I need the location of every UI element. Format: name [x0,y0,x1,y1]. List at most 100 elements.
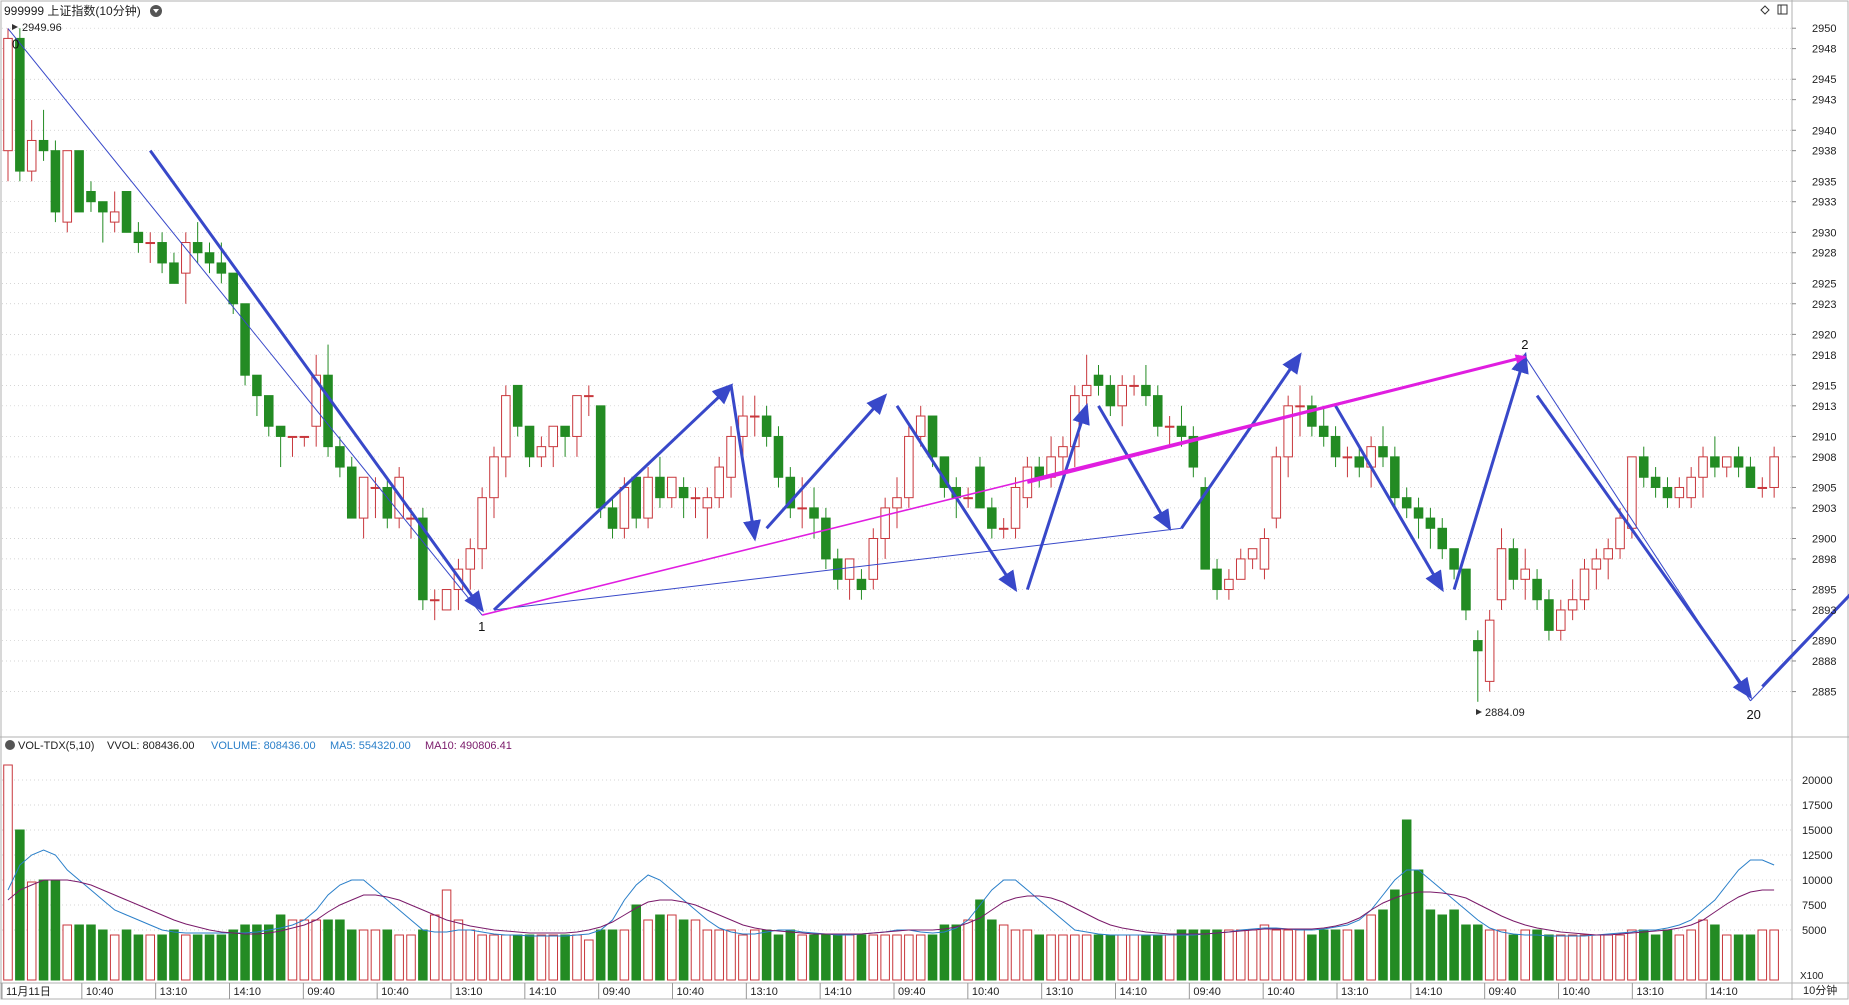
time-tick-label: 10:40 [1267,986,1295,998]
volume-bar [1567,934,1578,981]
price-tick-label: 2908 [1812,452,1836,464]
volume-bar [1153,934,1163,981]
wave-line-0-1 [7,28,483,616]
price-tick-label: 2925 [1812,278,1836,290]
candle-body [512,384,523,427]
volume-bar [1022,929,1033,981]
chevron-down-icon [153,9,159,13]
wave-label: 2 [1521,337,1528,352]
volume-bar [1318,929,1329,981]
ma10-line [7,879,1775,936]
volume-bar [844,934,855,981]
volume-bar [1070,934,1080,981]
volume-bar [1093,934,1104,981]
wave-arrow [492,383,734,612]
volume-bar [761,929,772,981]
candle-body [1674,486,1685,499]
volume-bar [856,934,867,981]
time-tick-label: 14:10 [234,986,262,998]
volume-tick-label: 15000 [1802,825,1833,837]
volume-bar [311,919,321,981]
candle-body [1247,548,1258,560]
volume-bar [98,929,108,981]
candle-body [121,191,132,233]
price-tick-label: 2888 [1812,656,1836,668]
candle-body [892,497,902,509]
candle-body [927,415,938,458]
candle-body [987,507,997,529]
candle-body [181,242,191,274]
candle-body [1200,486,1210,570]
period-label[interactable]: 10分钟 [1803,983,1837,997]
volume-bar [963,919,973,981]
time-tick-label: 10:40 [1563,986,1591,998]
candle-body [655,476,665,499]
candle-body [429,599,440,602]
candle-body [252,374,262,397]
volume-bar [951,924,962,981]
candle-body [169,262,179,284]
wave-arrow [765,393,888,530]
volume-bar [536,934,547,981]
candle-body [975,466,985,509]
volume-bar [939,924,950,981]
time-tick-label: 11月11日 [6,986,51,998]
candle-body [1733,456,1744,468]
volume-bar [1058,934,1068,981]
volume-bar [15,829,25,981]
volume-bar [1224,929,1234,981]
volume-bar [477,934,487,981]
volume-bar [1307,934,1317,981]
volume-bar [1520,929,1530,981]
candle-body [1093,374,1104,386]
wave-arrow [1761,593,1849,688]
time-tick-label: 13:10 [1636,986,1664,998]
candle-body [98,201,108,213]
high-marker-icon [12,24,18,30]
candle-body [50,150,61,213]
chart-title[interactable]: 999999 上证指数(10分钟) [4,3,141,18]
volume-bar [821,934,831,981]
candle-body [1721,456,1732,468]
price-tick-label: 2913 [1812,401,1836,413]
time-tick-label: 09:40 [1193,986,1221,998]
candle-body [489,456,499,499]
candle-body [1212,568,1222,591]
candle-body [1769,456,1779,488]
volume-panel-title[interactable]: VOL-TDX(5,10) [18,740,94,752]
candle-body [192,242,203,254]
volume-bar [216,934,227,981]
candle-body [904,435,914,499]
price-tick-label: 2920 [1812,329,1836,341]
volume-bar [1686,929,1696,981]
candle-body [749,415,760,418]
candle-body [228,272,238,305]
wave-arrow [1025,402,1090,590]
volume-bar [121,929,132,981]
volume-bar [1650,934,1661,981]
candle-body [809,507,819,519]
candle-body [109,211,120,223]
price-tick-label: 2910 [1812,431,1836,443]
vvol-readout: VVOL: 808436.00 [107,740,194,752]
volume-bar [429,914,440,981]
candle-body [1141,384,1151,397]
time-tick-label: 13:10 [160,986,188,998]
candle-body [1129,384,1139,387]
price-tick-label: 2928 [1812,248,1836,260]
candle-body [15,37,25,172]
candle-body [856,578,867,591]
volume-bar [1235,929,1246,981]
candle-body [1058,446,1068,458]
candle-body [204,252,215,264]
candle-body [1544,599,1554,631]
candle-body [1484,619,1495,682]
candle-body [1579,568,1590,601]
volume-bar [655,914,665,981]
candle-body [1153,395,1163,427]
candle-body [1164,425,1175,428]
low-price-label: 2884.09 [1485,707,1525,719]
candle-body [1330,435,1341,458]
